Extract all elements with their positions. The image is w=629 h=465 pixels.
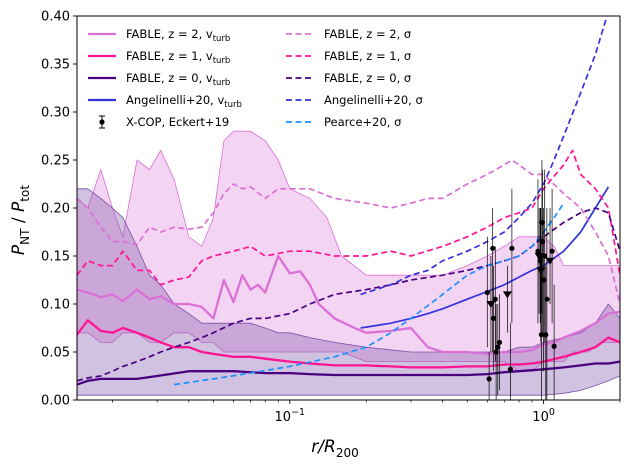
legend-entry-8: Angelinelli+20, σ (286, 93, 423, 107)
y-axis-label: PNT / Ptot (9, 185, 32, 255)
xcop-point-20 (542, 169, 548, 343)
legend-entry-1: FABLE, z = 1, vturb (88, 49, 230, 66)
legend: FABLE, z = 2, vturb FABLE, z = 1, vturb FA… (88, 27, 423, 129)
xcop-point-8 (496, 294, 503, 391)
legend-entry-5: FABLE, z = 2, σ (286, 27, 411, 41)
band-0 (77, 130, 620, 372)
xcop-point-15 (536, 208, 546, 343)
xcop-point-17 (539, 160, 545, 314)
xcop-point-7 (495, 304, 501, 396)
legend-entry-0: FABLE, z = 2, vturb (88, 27, 230, 44)
legend-label: Angelinelli+20, σ (324, 93, 423, 107)
legend-entry-9: Pearce+20, σ (286, 115, 401, 129)
legend-label: FABLE, z = 0, σ (324, 71, 411, 85)
legend-entry-4: X-COP, Eckert+19 (99, 115, 229, 129)
x-tick-label: 10−1 (275, 407, 306, 425)
series-line-6 (77, 207, 620, 382)
legend-label: FABLE, z = 2, vturb (126, 27, 230, 44)
x-tick-label: 100 (532, 407, 555, 425)
scatter-bands (77, 130, 620, 396)
y-tick-label: 0.35 (41, 58, 70, 73)
xcop-point-0 (484, 236, 490, 348)
legend-label: FABLE, z = 1, vturb (126, 49, 230, 66)
xcop-point-9 (502, 265, 512, 333)
series-line-0 (77, 254, 620, 356)
legend-entry-2: FABLE, z = 0, vturb (88, 71, 230, 88)
series-line-4 (77, 159, 620, 305)
xcop-point-4 (490, 265, 497, 372)
series-line-7 (360, 16, 608, 296)
xcop-point-5 (492, 246, 498, 362)
xcop-point-25 (551, 284, 557, 400)
legend-label: FABLE, z = 1, σ (324, 49, 411, 63)
y-tick-label: 0.15 (41, 250, 70, 265)
legend-label: Angelinelli+20, vturb (126, 93, 242, 110)
y-tick-label: 0.00 (41, 394, 70, 409)
xcop-points (484, 160, 557, 400)
y-axis-ticks: 0.00 0.05 0.10 0.15 0.20 0.25 0.30 0.35 0.40 (41, 10, 77, 409)
legend-entry-6: FABLE, z = 1, σ (286, 49, 411, 63)
series-line-8 (173, 202, 565, 386)
series-line-3 (360, 186, 610, 329)
legend-label: Pearce+20, σ (324, 115, 401, 129)
band-1 (77, 188, 620, 396)
xcop-point-24 (549, 188, 555, 324)
y-tick-label: 0.40 (41, 10, 70, 25)
xcop-point-3 (490, 208, 496, 352)
legend-entry-3: Angelinelli+20, vturb (88, 93, 242, 110)
x-axis-ticks: 10−1 100 (112, 400, 621, 425)
xcop-point-22 (544, 208, 550, 400)
legend-label: FABLE, z = 0, vturb (126, 71, 230, 88)
xcop-point-10 (507, 323, 514, 400)
legend-entry-7: FABLE, z = 0, σ (286, 71, 411, 85)
series-line-1 (77, 319, 620, 369)
series-line-2 (77, 360, 620, 386)
y-tick-label: 0.10 (41, 298, 70, 313)
xcop-point-2 (486, 256, 496, 352)
y-tick-label: 0.05 (41, 346, 70, 361)
legend-label: X-COP, Eckert+19 (126, 115, 229, 129)
y-tick-label: 0.25 (41, 154, 70, 169)
series-lines (77, 16, 620, 386)
xcop-point-1 (486, 352, 492, 400)
x-axis-label: r/R200 (311, 437, 358, 460)
y-tick-label: 0.30 (41, 106, 70, 121)
xcop-point-11 (509, 188, 515, 324)
plot-area (77, 16, 620, 400)
y-tick-label: 0.20 (41, 202, 70, 217)
xcop-point-6 (493, 304, 499, 400)
series-line-5 (77, 149, 620, 286)
legend-label: FABLE, z = 2, σ (324, 27, 411, 41)
